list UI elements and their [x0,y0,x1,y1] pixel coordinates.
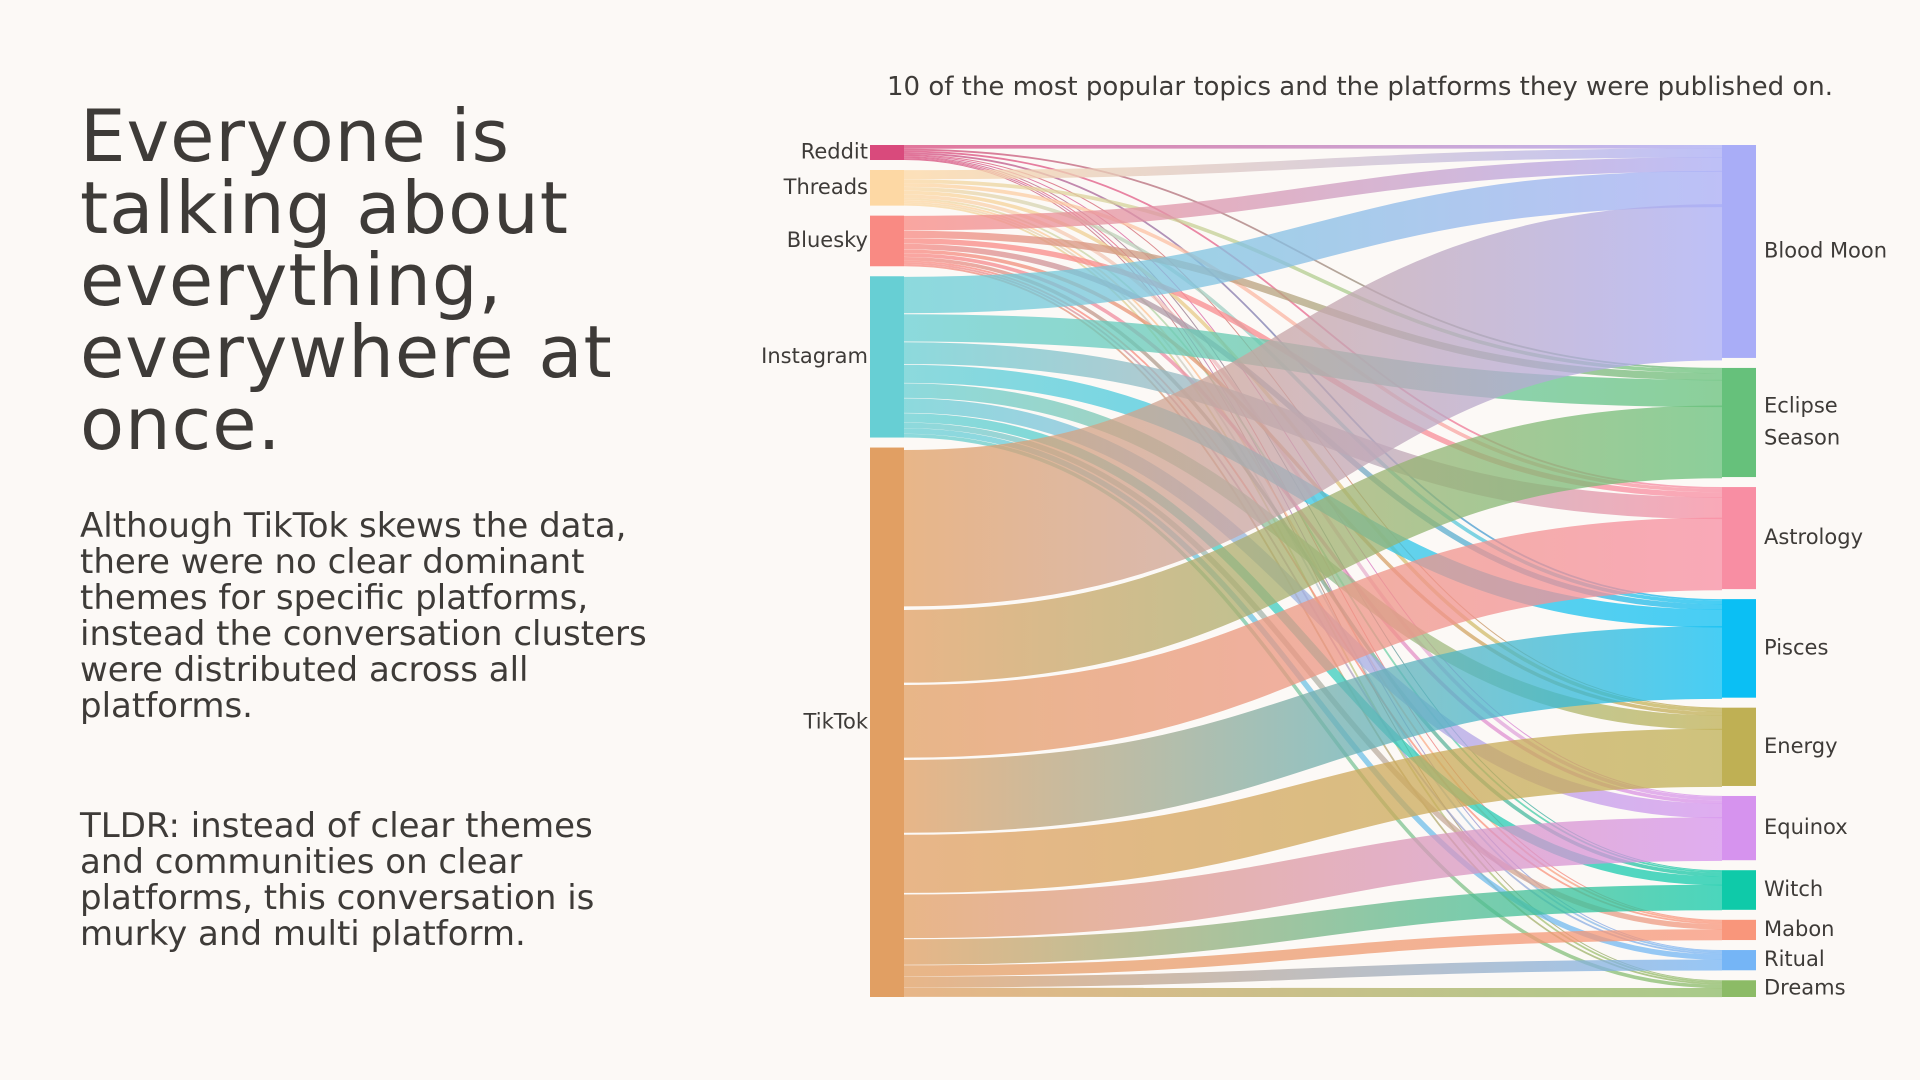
target-node-astrology [1722,487,1756,590]
target-label-witch: Witch [1764,877,1823,901]
flow-tiktok-to-energy [903,728,1723,893]
flow-instagram-to-blood-moon [903,170,1723,314]
target-label-dreams: Dreams [1764,976,1846,1000]
source-label-tiktok: TikTok [803,709,869,733]
target-node-ritual [1722,950,1756,971]
target-label-eclipse-season: Eclipse Season [1764,393,1840,449]
target-label-ritual: Ritual [1764,947,1825,971]
target-node-pisces [1722,599,1756,698]
source-label-bluesky: Bluesky [787,228,868,252]
flow-tiktok-to-pisces [903,626,1723,833]
source-label-threads: Threads [783,175,868,199]
target-node-equinox [1722,795,1756,861]
body-paragraph-tldr: TLDR: instead of clear themes and commun… [80,806,595,954]
flow-tiktok-to-eclipse-season [903,405,1723,683]
target-node-energy [1722,707,1756,786]
flow-tiktok-to-ritual [903,959,1723,988]
target-label-pisces: Pisces [1764,635,1828,659]
headline: Everyone is talking about everything, ev… [80,94,613,466]
flow-tiktok-to-witch [903,884,1723,965]
source-node-threads [870,170,904,206]
source-node-bluesky [870,215,904,267]
target-label-astrology: Astrology [1764,525,1863,549]
target-label-energy: Energy [1764,734,1838,758]
source-node-tiktok [870,447,904,997]
flow-tiktok-to-mabon [903,929,1723,977]
target-label-blood-moon: Blood Moon [1764,238,1887,262]
chart-title: 10 of the most popular topics and the pl… [886,72,1834,102]
flow-tiktok-to-blood-moon [903,204,1723,607]
source-label-reddit: Reddit [801,140,868,164]
body-paragraph-1: Although TikTok skews the data, there we… [80,506,647,726]
flow-tiktok-to-equinox [903,817,1723,939]
target-label-mabon: Mabon [1764,917,1834,941]
source-label-instagram: Instagram [761,344,868,368]
source-node-instagram [870,276,904,438]
target-node-witch [1722,870,1756,910]
flow-bluesky-to-blood-moon [903,157,1723,231]
target-node-dreams [1722,980,1756,997]
target-node-blood-moon [1722,145,1756,358]
target-node-mabon [1722,919,1756,941]
flow-tiktok-to-astrology [903,517,1723,758]
source-node-reddit [870,145,904,161]
target-label-equinox: Equinox [1764,815,1848,839]
flow-instagram-to-pisces [903,364,1723,628]
target-node-eclipse-season [1722,367,1756,478]
flow-threads-to-blood-moon [903,148,1723,180]
